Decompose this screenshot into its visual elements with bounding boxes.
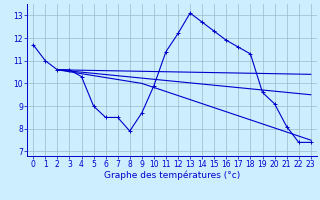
X-axis label: Graphe des températures (°c): Graphe des températures (°c) — [104, 171, 240, 180]
